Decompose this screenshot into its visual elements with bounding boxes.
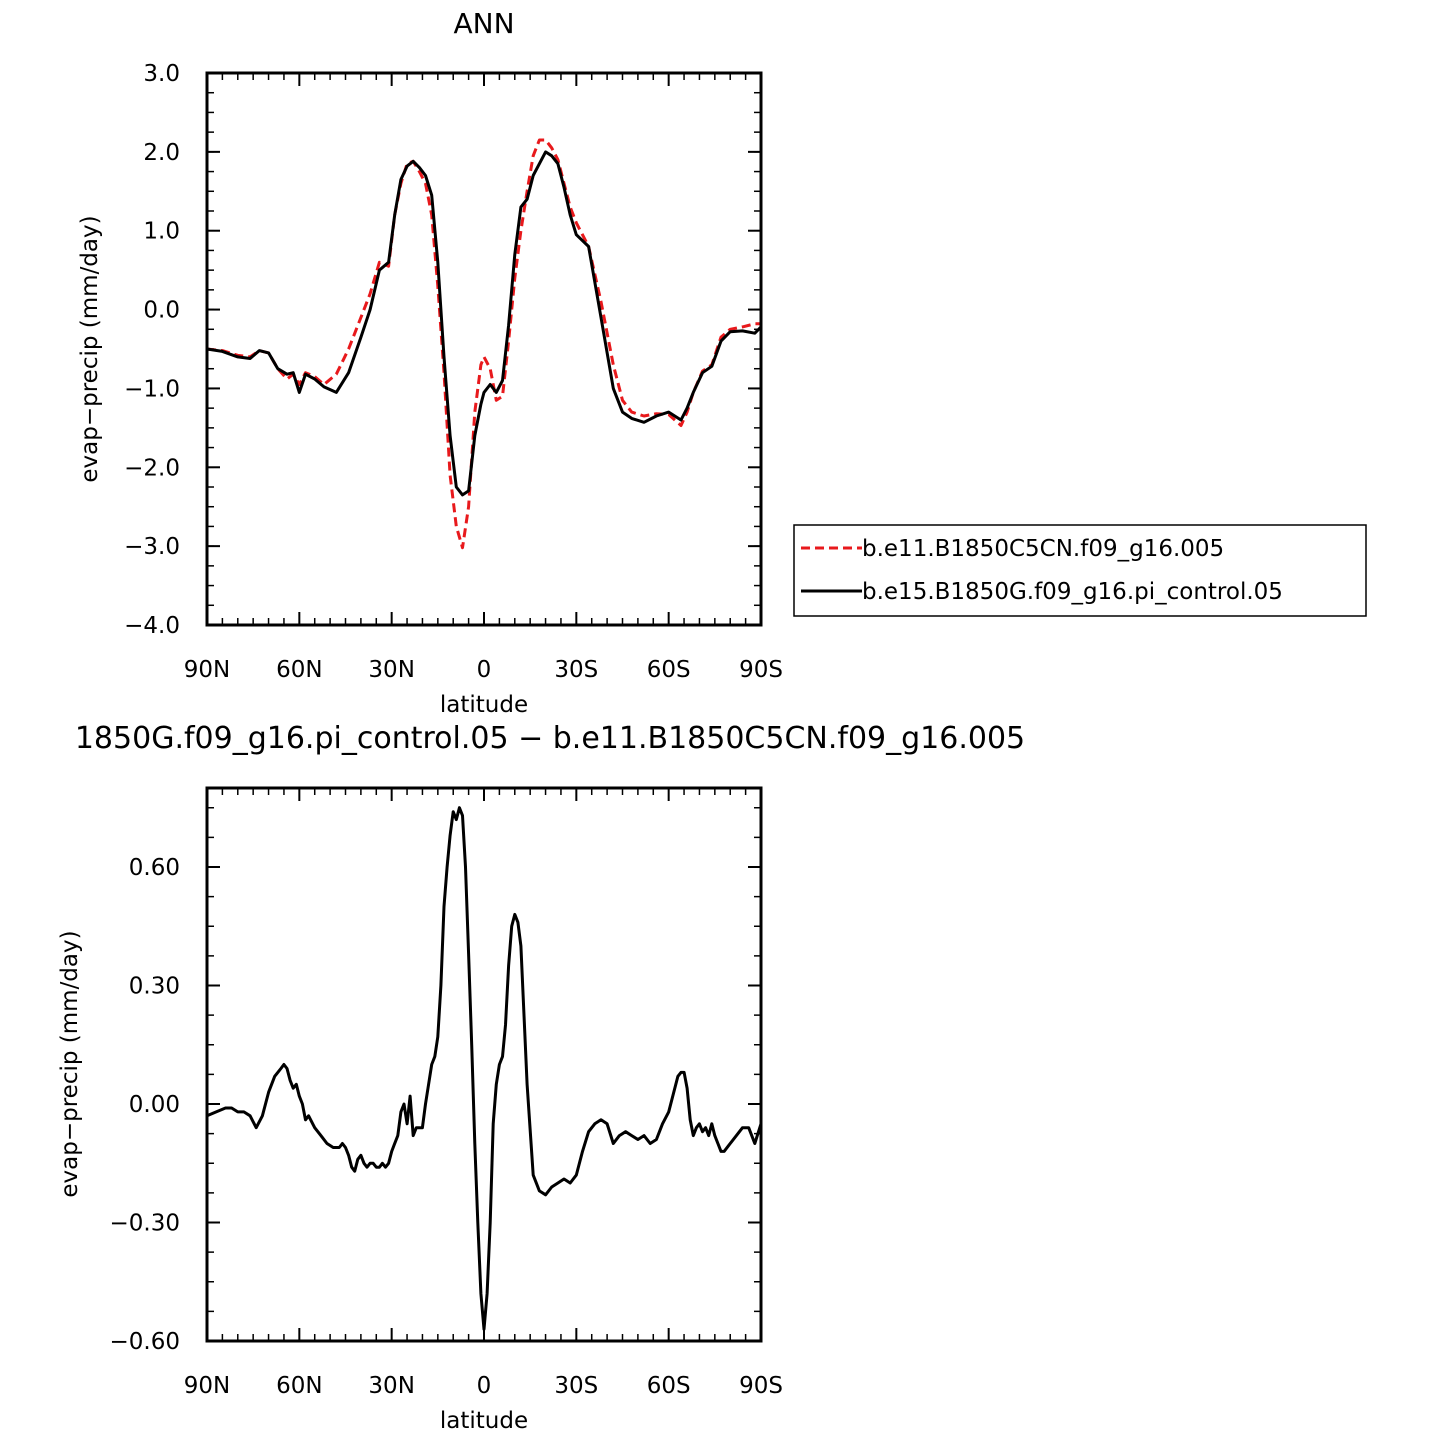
y-tick-label: −0.60	[110, 1329, 180, 1355]
legend-label-1: b.e15.B1850G.f09_g16.pi_control.05	[862, 579, 1283, 605]
legend-label-0: b.e11.B1850C5CN.f09_g16.005	[862, 536, 1224, 562]
bottom-panel-xlabel: latitude	[440, 1408, 528, 1434]
x-tick-label: 0	[477, 1373, 492, 1399]
y-tick-label: 0.30	[129, 974, 180, 1000]
y-tick-label: 3.0	[143, 61, 180, 87]
x-tick-label: 0	[477, 657, 492, 683]
series-line-0	[206, 806, 763, 1331]
y-tick-label: 0.00	[129, 1092, 180, 1118]
top-panel-xlabel: latitude	[440, 692, 528, 718]
top-panel-series	[206, 138, 763, 550]
x-tick-label: 60S	[647, 657, 691, 683]
y-tick-label: 2.0	[143, 140, 180, 166]
top-panel: ANN 90N 60N 30N 0 30S 60S 90S −4.0 −3.0 −2.0 −1.0 0…	[77, 7, 1367, 718]
x-tick-label: 90S	[739, 1373, 783, 1399]
x-tick-label: 60N	[276, 1373, 322, 1399]
bottom-panel-series	[206, 806, 763, 1331]
x-tick-label: 30N	[368, 1373, 414, 1399]
bottom-panel-ylabel: evap−precip (mm/day)	[57, 930, 83, 1197]
x-tick-label: 60S	[647, 1373, 691, 1399]
legend: b.e11.B1850C5CN.f09_g16.005 b.e15.B1850G…	[793, 524, 1367, 617]
x-tick-label: 30S	[554, 657, 598, 683]
y-tick-label: 1.0	[143, 219, 180, 245]
top-panel-ticks: 90N 60N 30N 0 30S 60S 90S −4.0 −3.0 −2.0 −1.0 0.0 1.…	[124, 61, 783, 683]
top-panel-title: ANN	[453, 7, 514, 40]
y-tick-label: 0.60	[129, 855, 180, 881]
legend-box	[793, 524, 1367, 617]
bottom-panel: 1850G.f09_g16.pi_control.05 − b.e11.B185…	[57, 721, 1025, 1434]
x-tick-label: 60N	[276, 657, 322, 683]
y-tick-label: −1.0	[124, 376, 180, 402]
y-tick-label: −3.0	[124, 534, 180, 560]
series-line-1	[206, 150, 763, 497]
top-panel-frame	[205, 71, 763, 627]
series-line-0	[206, 138, 761, 550]
top-panel-ylabel: evap−precip (mm/day)	[77, 215, 103, 482]
y-tick-label: −4.0	[124, 613, 180, 639]
bottom-panel-title: 1850G.f09_g16.pi_control.05 − b.e11.B185…	[75, 721, 1025, 756]
x-tick-label: 90N	[184, 657, 230, 683]
y-tick-label: −2.0	[124, 455, 180, 481]
x-tick-label: 30S	[554, 1373, 598, 1399]
x-tick-label: 90N	[184, 1373, 230, 1399]
x-tick-label: 90S	[739, 657, 783, 683]
bottom-panel-frame	[205, 786, 763, 1343]
y-tick-label: −0.30	[110, 1211, 180, 1237]
y-tick-label: 0.0	[143, 298, 180, 324]
x-tick-label: 30N	[368, 657, 414, 683]
